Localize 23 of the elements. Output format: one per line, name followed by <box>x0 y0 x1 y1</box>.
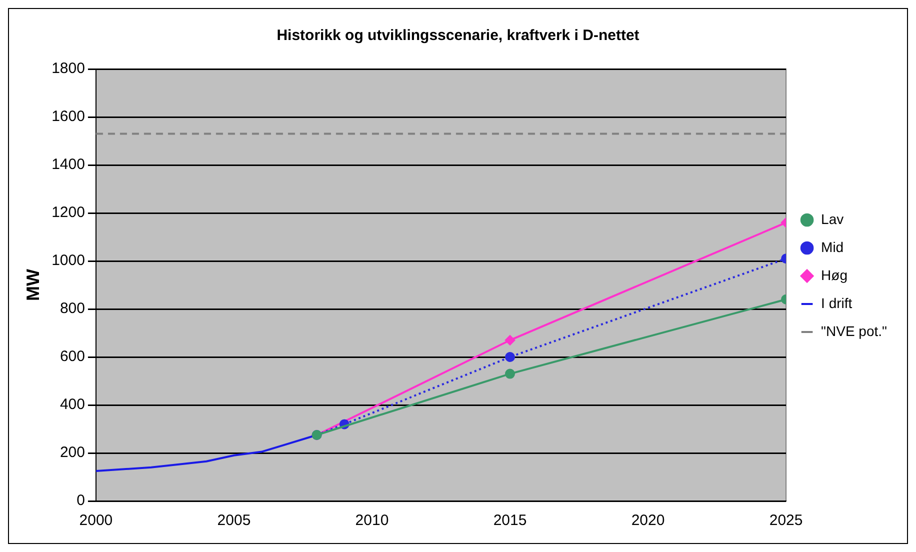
y-tick-label: 400 <box>60 396 85 414</box>
legend-label: Lav <box>821 210 844 227</box>
y-tick-label: 1800 <box>52 60 85 78</box>
y-tick-label: 600 <box>60 348 85 366</box>
legend-label: "NVE pot." <box>821 322 888 339</box>
y-tick-label: 1200 <box>52 204 85 222</box>
x-tick-label: 2025 <box>769 512 803 530</box>
x-tick-label: 2020 <box>631 512 665 530</box>
y-tick-label: 800 <box>60 300 85 318</box>
x-tick-label: 2015 <box>493 512 527 530</box>
y-tick-label: 0 <box>76 492 85 510</box>
x-tick-label: 2010 <box>355 512 389 530</box>
y-tick-label: 1000 <box>52 252 85 270</box>
chart-title: Historikk og utviklingsscenarie, kraftverk i D-nettet <box>276 27 640 44</box>
x-tick-label: 2000 <box>79 512 113 530</box>
y-tick-label: 1600 <box>52 108 85 126</box>
x-tick-label: 2005 <box>217 512 251 530</box>
legend-label: I drift <box>821 294 852 311</box>
y-tick-label: 1400 <box>52 156 85 174</box>
y-axis-title: MW <box>22 269 43 301</box>
y-tick-label: 200 <box>60 444 85 462</box>
legend-label: Mid <box>821 238 844 255</box>
legend-label: Høg <box>821 266 848 283</box>
